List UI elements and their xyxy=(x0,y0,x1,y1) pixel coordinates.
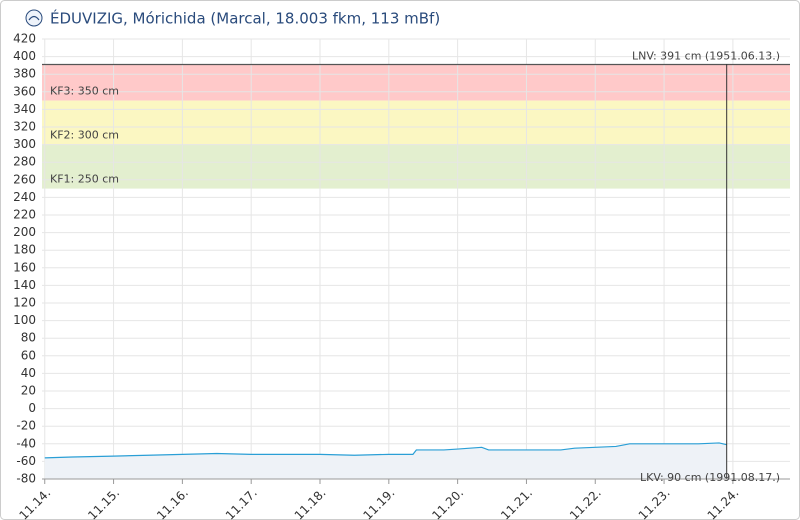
logo xyxy=(25,9,43,27)
series-line xyxy=(44,442,727,459)
y-tick-label: 420 xyxy=(13,32,36,46)
y-tick-label: 220 xyxy=(13,208,36,222)
y-tick-label: 320 xyxy=(13,120,36,134)
y-tick-label: 180 xyxy=(13,243,36,257)
y-tick-label: 380 xyxy=(13,67,36,81)
chart-title: ÉDUVIZIG, Mórichida (Marcal, 18.003 fkm,… xyxy=(50,9,440,28)
y-tick-label: -20 xyxy=(16,419,36,433)
y-tick-label: 360 xyxy=(13,84,36,98)
threshold-band xyxy=(42,64,790,101)
y-tick-label: -80 xyxy=(16,472,36,486)
y-tick-label: -40 xyxy=(16,436,36,450)
y-tick-label: 140 xyxy=(13,278,36,292)
y-tick-label: 300 xyxy=(13,137,36,151)
lnv-label: LNV: 391 cm (1951.06.13.) xyxy=(632,50,780,63)
y-tick-label: 60 xyxy=(21,348,36,362)
series-area xyxy=(44,442,727,479)
y-tick-label: 0 xyxy=(28,401,36,415)
y-tick-label: 400 xyxy=(13,49,36,63)
threshold-label: KF1: 250 cm xyxy=(50,173,119,186)
y-tick-label: 200 xyxy=(13,225,36,239)
lkv-label: LKV: 90 cm (1991.08.17.) xyxy=(640,471,780,484)
threshold-band xyxy=(42,144,790,189)
y-tick-label: 260 xyxy=(13,172,36,186)
threshold-label: KF3: 350 cm xyxy=(50,85,119,98)
y-tick-label: 100 xyxy=(13,313,36,327)
threshold-label: KF2: 300 cm xyxy=(50,129,119,142)
y-tick-label: 240 xyxy=(13,190,36,204)
y-tick-label: 120 xyxy=(13,296,36,310)
y-tick-label: 40 xyxy=(21,366,36,380)
y-tick-label: 280 xyxy=(13,155,36,169)
y-tick-label: 340 xyxy=(13,102,36,116)
y-tick-label: 80 xyxy=(21,331,36,345)
threshold-band xyxy=(42,100,790,145)
y-tick-label: 20 xyxy=(21,384,36,398)
y-tick-label: -60 xyxy=(16,454,36,468)
y-tick-label: 160 xyxy=(13,260,36,274)
